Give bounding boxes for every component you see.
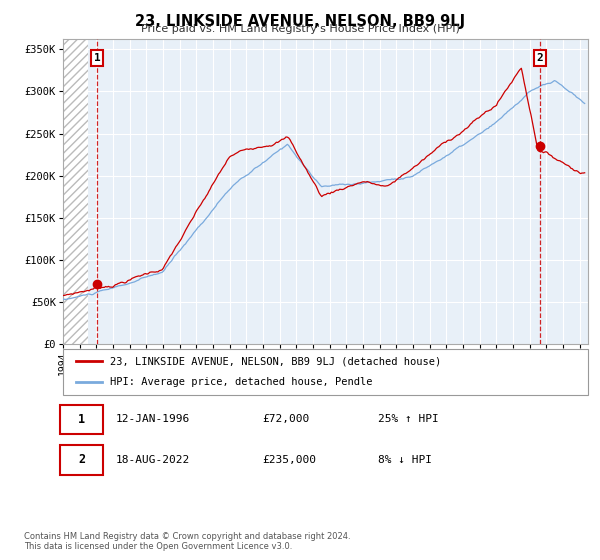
FancyBboxPatch shape (63, 349, 588, 395)
Text: HPI: Average price, detached house, Pendle: HPI: Average price, detached house, Pend… (110, 377, 373, 388)
Text: 23, LINKSIDE AVENUE, NELSON, BB9 9LJ: 23, LINKSIDE AVENUE, NELSON, BB9 9LJ (135, 14, 465, 29)
Bar (63, 39, 88, 344)
Text: 1: 1 (94, 53, 100, 63)
Text: Price paid vs. HM Land Registry's House Price Index (HPI): Price paid vs. HM Land Registry's House … (140, 24, 460, 34)
FancyBboxPatch shape (61, 445, 103, 475)
Text: 2: 2 (79, 453, 85, 466)
Text: This data is licensed under the Open Government Licence v3.0.: This data is licensed under the Open Gov… (24, 542, 292, 551)
Text: 12-JAN-1996: 12-JAN-1996 (115, 414, 190, 424)
Text: 2: 2 (537, 53, 544, 63)
Text: £72,000: £72,000 (263, 414, 310, 424)
Text: £235,000: £235,000 (263, 455, 317, 465)
FancyBboxPatch shape (61, 404, 103, 435)
Text: 18-AUG-2022: 18-AUG-2022 (115, 455, 190, 465)
Text: 1: 1 (79, 413, 85, 426)
Text: 8% ↓ HPI: 8% ↓ HPI (378, 455, 432, 465)
Text: 25% ↑ HPI: 25% ↑ HPI (378, 414, 439, 424)
Text: Contains HM Land Registry data © Crown copyright and database right 2024.: Contains HM Land Registry data © Crown c… (24, 532, 350, 541)
Text: 23, LINKSIDE AVENUE, NELSON, BB9 9LJ (detached house): 23, LINKSIDE AVENUE, NELSON, BB9 9LJ (de… (110, 356, 442, 366)
